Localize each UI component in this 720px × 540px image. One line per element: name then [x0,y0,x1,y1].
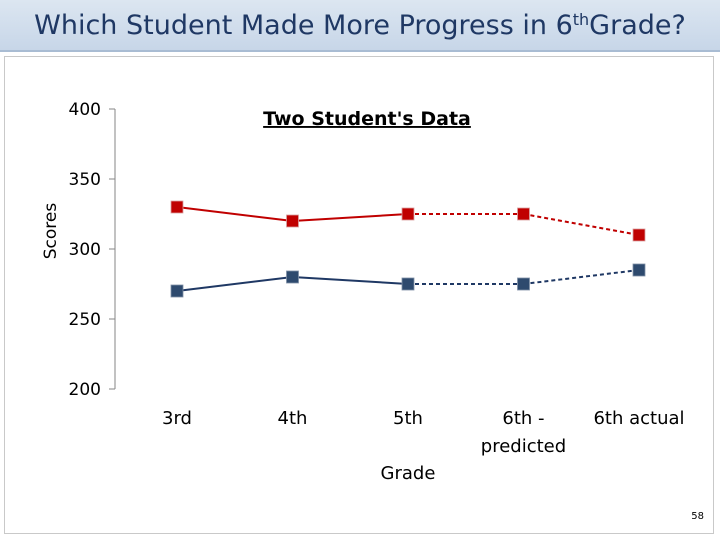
line-chart: 200 250 300 350 400 Scores 3rd 4th 5th 6th -predi… [41,100,685,484]
page-number: 58 [691,511,704,522]
y-axis-title: Scores [41,203,61,260]
slide-title-end: Grade? [589,9,686,41]
chart-frame: 200 250 300 350 400 Scores 3rd 4th 5th 6th -predi… [4,56,714,534]
series-1-marker [401,207,415,221]
series-2-segment [292,276,409,285]
y-tick-label: 400 [69,100,101,120]
y-tick-label: 350 [69,170,101,190]
series-2-marker [517,277,530,291]
series-1-segment [292,213,409,222]
series-2-segment [176,276,293,292]
series-1-marker [286,214,299,228]
x-axis-title: Grade [381,463,436,484]
chart-title: Two Student's Data [263,108,471,130]
series-1-segment [523,213,640,236]
series-1-marker [170,200,184,214]
x-tick-label: 6th -predicted [481,408,566,457]
x-tick-label: 5th [393,408,423,429]
y-tick-label: 200 [69,380,101,400]
series-1-marker [517,207,530,221]
series-1-segment [176,206,293,222]
y-tick-label: 250 [69,310,101,330]
series-1-marker [632,228,646,242]
series-2-marker [632,263,646,277]
series-2-segment [523,269,640,285]
x-tick-label: 4th [278,408,308,429]
x-tick-label: 3rd [162,408,192,429]
series-2-marker [170,284,184,298]
x-tick-label: 6th actual [593,408,684,429]
slide-title-main: Which Student Made More Progress in 6 [34,9,573,41]
series-2-marker [286,270,299,284]
y-tick-label: 300 [69,240,101,260]
series-2-marker [401,277,415,291]
slide-title-superscript: th [572,9,590,29]
